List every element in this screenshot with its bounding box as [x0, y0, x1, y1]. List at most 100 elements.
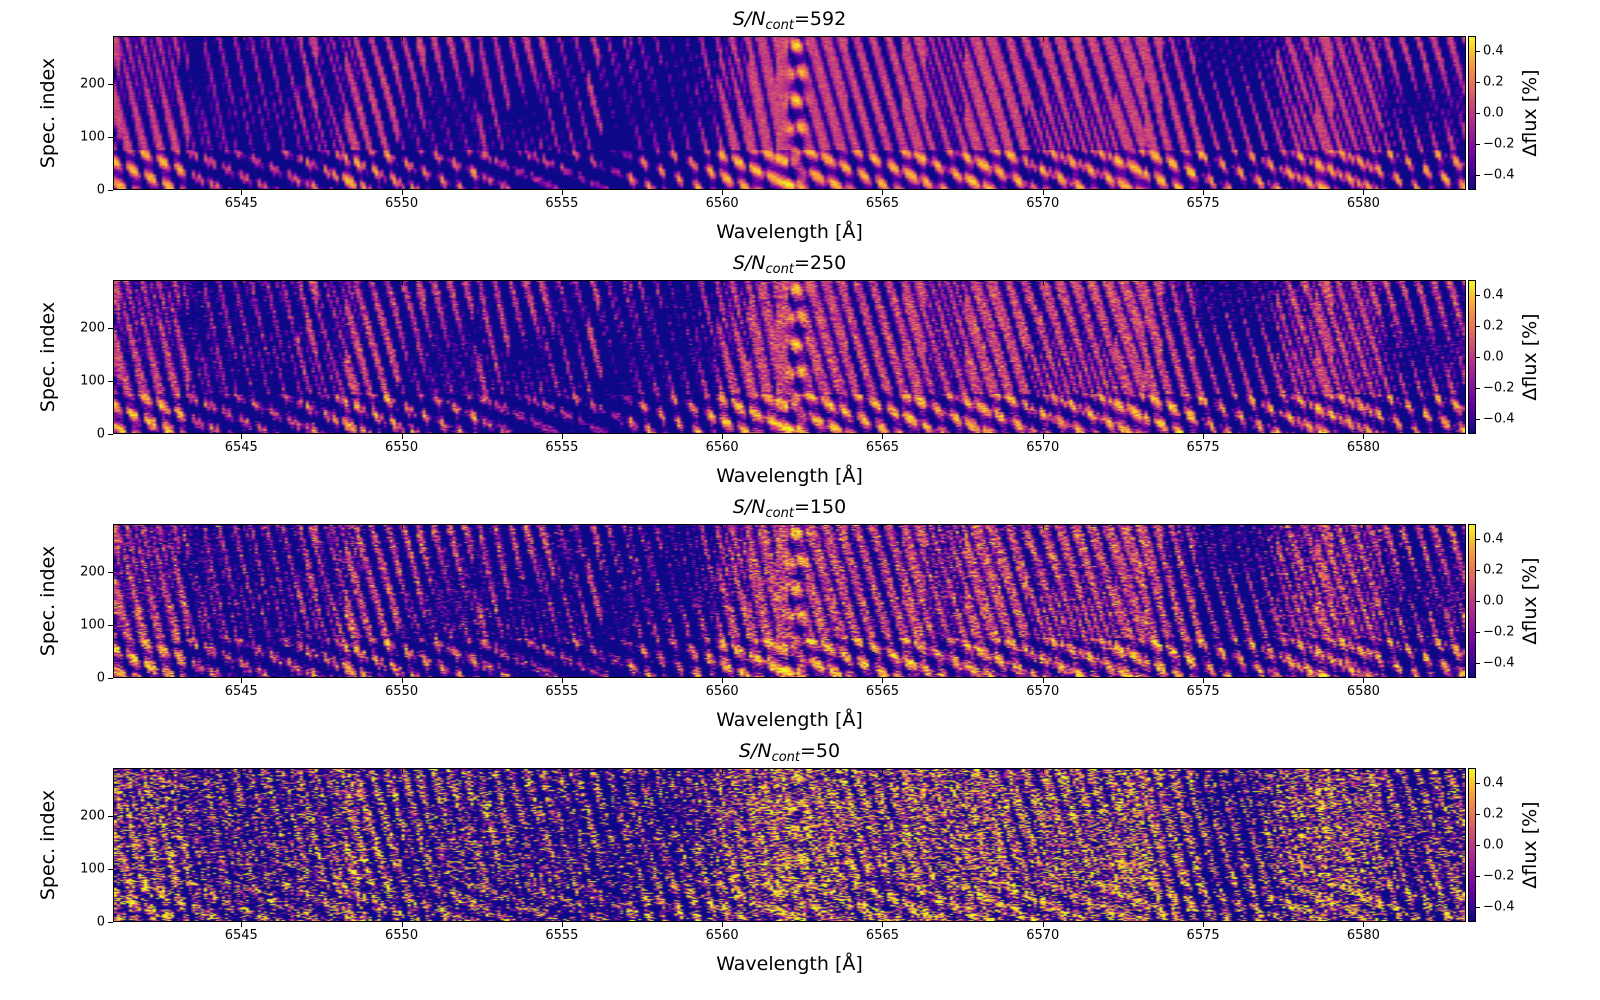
colorbar-tick [1476, 662, 1480, 664]
x-axis-label: Wavelength [Å] [716, 953, 863, 975]
y-axis-label: Spec. index [37, 545, 59, 657]
x-tick [722, 678, 724, 683]
x-tick-label: 6575 [1186, 684, 1220, 699]
y-axis-label: Spec. index [37, 789, 59, 901]
x-tick-label: 6580 [1346, 196, 1380, 211]
colorbar-tick-label: 0.2 [1483, 74, 1504, 90]
x-tick-label: 6560 [705, 196, 739, 211]
colorbar-tick [1476, 387, 1480, 389]
x-tick [401, 190, 403, 195]
x-tick [241, 678, 243, 683]
x-tick-top [1042, 524, 1044, 529]
x-tick-top [882, 36, 884, 41]
x-tick-top [1042, 280, 1044, 285]
x-tick-label: 6555 [545, 928, 579, 943]
x-tick-label: 6545 [224, 440, 258, 455]
x-tick [1042, 434, 1044, 439]
x-tick-top [1203, 524, 1205, 529]
x-tick [1203, 190, 1205, 195]
x-axis-label: Wavelength [Å] [716, 709, 863, 731]
colorbar-tick [1476, 783, 1480, 785]
x-tick-label: 6570 [1026, 196, 1060, 211]
colorbar [1468, 280, 1476, 434]
y-tick [108, 815, 113, 817]
x-axis-label: Wavelength [Å] [716, 221, 863, 243]
colorbar-tick-label: −0.4 [1483, 655, 1515, 671]
colorbar-tick [1476, 51, 1480, 53]
y-tick-label: 200 [80, 564, 105, 580]
y-tick [108, 922, 113, 923]
heatmap-plot-area [113, 36, 1466, 190]
colorbar-tick [1476, 601, 1480, 602]
x-tick-top [722, 768, 724, 773]
x-tick [401, 922, 403, 927]
x-tick [1363, 190, 1365, 195]
heatmap-plot-area [113, 280, 1466, 434]
y-tick-label: 0 [96, 426, 105, 442]
y-tick [108, 190, 113, 191]
y-tick [108, 83, 113, 85]
x-tick [1363, 434, 1365, 439]
x-tick-label: 6570 [1026, 928, 1060, 943]
colorbar [1468, 768, 1476, 922]
x-tick-label: 6545 [224, 684, 258, 699]
y-tick [108, 868, 113, 870]
x-tick-label: 6545 [224, 928, 258, 943]
colorbar-tick [1476, 174, 1480, 176]
heatmap-image [114, 37, 1465, 189]
x-tick-top [1042, 36, 1044, 41]
heatmap-panel: S/Ncont=150 6545 6550 6555 6560 6565 6570 6575 6… [0, 488, 1600, 733]
y-tick-label: 100 [80, 617, 105, 633]
colorbar-tick [1476, 295, 1480, 297]
x-tick-label: 6550 [385, 684, 419, 699]
colorbar-tick-label: 0.0 [1483, 593, 1504, 609]
colorbar-tick-label: 0.0 [1483, 837, 1504, 853]
y-axis-label: Spec. index [37, 57, 59, 169]
x-tick [241, 922, 243, 927]
x-tick-top [1203, 768, 1205, 773]
x-tick-top [882, 280, 884, 285]
colorbar-tick-label: −0.2 [1483, 624, 1515, 640]
colorbar-tick-label: 0.0 [1483, 349, 1504, 365]
x-tick-top [401, 36, 403, 41]
y-tick-label: 100 [80, 129, 105, 145]
x-tick-label: 6565 [865, 440, 900, 455]
y-tick [108, 380, 113, 382]
x-tick-top [1363, 768, 1365, 773]
colorbar-tick-label: −0.2 [1483, 380, 1515, 396]
heatmap-panel: S/Ncont=250 6545 6550 6555 6560 6565 6570 6575 6… [0, 244, 1600, 489]
x-tick-top [1363, 524, 1365, 529]
x-tick-top [241, 36, 243, 41]
x-tick [1042, 922, 1044, 927]
x-tick-label: 6550 [385, 928, 419, 943]
colorbar-tick-label: −0.4 [1483, 899, 1515, 915]
heatmap-image [114, 281, 1465, 433]
x-tick [882, 678, 884, 683]
colorbar-tick-label: 0.0 [1483, 105, 1504, 121]
x-tick-label: 6565 [865, 196, 900, 211]
x-tick [1203, 678, 1205, 683]
x-tick-top [1363, 36, 1365, 41]
y-tick-label: 200 [80, 76, 105, 92]
x-tick-label: 6550 [385, 196, 419, 211]
colorbar-tick [1476, 875, 1480, 877]
colorbar-tick [1476, 814, 1480, 816]
y-tick [108, 327, 113, 329]
x-tick-label: 6545 [224, 196, 258, 211]
y-tick-label: 100 [80, 373, 105, 389]
x-tick [1363, 678, 1365, 683]
y-axis-label: Spec. index [37, 301, 59, 413]
x-tick-label: 6560 [705, 684, 739, 699]
x-tick-label: 6555 [545, 440, 579, 455]
x-tick [241, 190, 243, 195]
heatmap-plot-area [113, 524, 1466, 678]
x-tick-top [722, 524, 724, 529]
x-tick-top [882, 524, 884, 529]
x-tick-label: 6565 [865, 928, 900, 943]
x-tick-label: 6565 [865, 684, 900, 699]
x-tick [882, 922, 884, 927]
colorbar-tick [1476, 570, 1480, 572]
x-tick-top [882, 768, 884, 773]
colorbar-tick-label: 0.4 [1483, 43, 1504, 59]
